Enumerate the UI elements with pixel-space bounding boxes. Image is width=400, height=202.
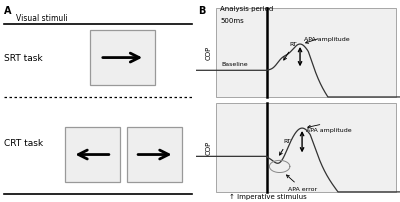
Text: APA amplitude: APA amplitude [306,128,352,133]
Bar [65,127,120,182]
Text: ↑ Imperative stimulus: ↑ Imperative stimulus [228,194,306,200]
Text: APA error: APA error [286,175,317,192]
Text: 500ms: 500ms [220,18,244,24]
Text: B: B [198,6,206,16]
Text: SRT task: SRT task [4,54,42,63]
Text: RT: RT [284,42,298,60]
Text: A: A [4,6,12,16]
Text: Baseline: Baseline [222,62,248,67]
Text: COP: COP [205,140,211,155]
Text: RT: RT [280,139,291,155]
Text: CRT task: CRT task [4,139,43,148]
Text: APA amplitude: APA amplitude [304,37,350,42]
Text: Visual stimuli: Visual stimuli [16,14,68,23]
Bar [216,103,396,192]
Bar [127,127,182,182]
Text: Analysis period: Analysis period [220,6,274,12]
Bar [216,8,396,97]
Bar [90,30,155,85]
Text: COP: COP [205,45,211,60]
